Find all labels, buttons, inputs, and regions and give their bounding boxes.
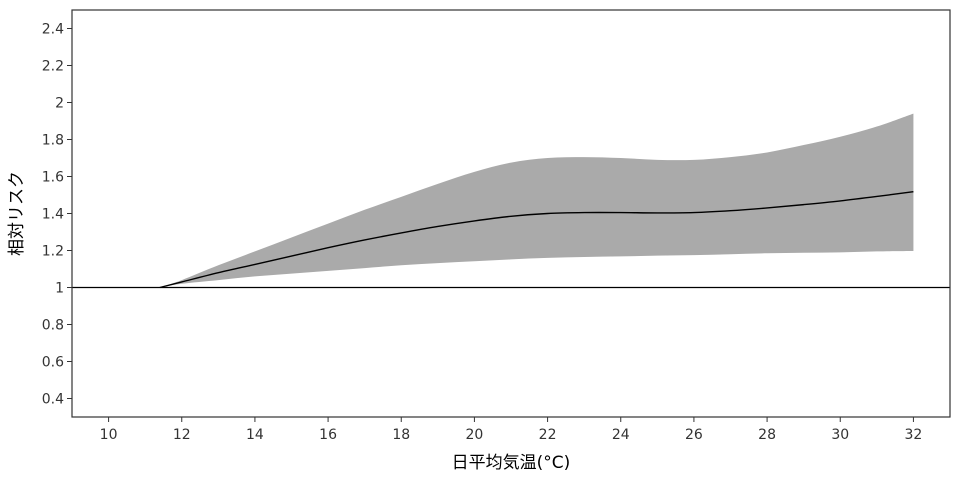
y-tick-label: 1 [55, 281, 64, 297]
confidence-band-layer [159, 113, 914, 288]
confidence-band [159, 113, 914, 288]
x-tick-label: 10 [100, 427, 118, 443]
y-tick-label: 2.4 [42, 22, 64, 38]
relative-risk-line [159, 190, 914, 289]
x-tick-label: 32 [905, 427, 923, 443]
series-line-layer [159, 190, 914, 289]
y-axis-title: 相対リスク [7, 171, 27, 256]
y-tick-label: 1.2 [42, 244, 64, 260]
x-tick-label: 18 [392, 427, 410, 443]
y-tick-label: 1.4 [42, 207, 64, 223]
y-tick-label: 0.4 [42, 392, 64, 408]
y-axis: 0.4 0.6 0.8 1 1.2 1.4 1.6 1.8 2 2.2 2.4 [42, 22, 72, 408]
x-axis-title: 日平均気温(°C) [452, 453, 571, 473]
y-tick-label: 0.8 [42, 318, 64, 334]
x-tick-label: 24 [612, 427, 630, 443]
y-tick-label: 2 [55, 96, 64, 112]
x-tick-label: 22 [539, 427, 557, 443]
x-tick-label: 14 [246, 427, 264, 443]
x-tick-label: 12 [173, 427, 191, 443]
y-tick-label: 1.6 [42, 170, 64, 186]
x-axis: 10 12 14 16 18 20 22 24 26 28 30 32 [100, 417, 923, 443]
y-tick-label: 1.8 [42, 133, 64, 149]
y-tick-label: 0.6 [42, 355, 64, 371]
x-tick-label: 20 [466, 427, 484, 443]
x-tick-label: 16 [319, 427, 337, 443]
x-tick-label: 30 [831, 427, 849, 443]
x-tick-label: 26 [685, 427, 703, 443]
y-tick-label: 2.2 [42, 59, 64, 75]
x-tick-label: 28 [758, 427, 776, 443]
